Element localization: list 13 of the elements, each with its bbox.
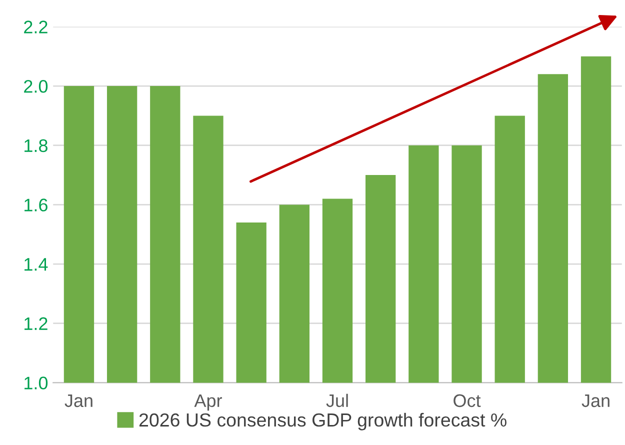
y-tick-label: 1.0: [24, 376, 48, 390]
x-tick-label: Jan: [64, 394, 92, 408]
y-tick-label: 1.6: [24, 198, 48, 212]
legend-label: 2026 US consensus GDP growth forecast %: [139, 412, 506, 430]
y-tick-label: 1.4: [24, 258, 48, 271]
x-tick-label: Jul: [326, 394, 348, 408]
x-tick-label: Apr: [194, 394, 222, 411]
x-tick-label: Oct: [454, 394, 481, 408]
x-tick-label: Jan: [582, 394, 610, 408]
y-tick-label: 1.8: [24, 139, 48, 152]
y-tick-label: 2.2: [24, 20, 48, 34]
y-tick-label: 2.0: [24, 80, 48, 93]
y-tick-label: 1.2: [24, 317, 48, 330]
